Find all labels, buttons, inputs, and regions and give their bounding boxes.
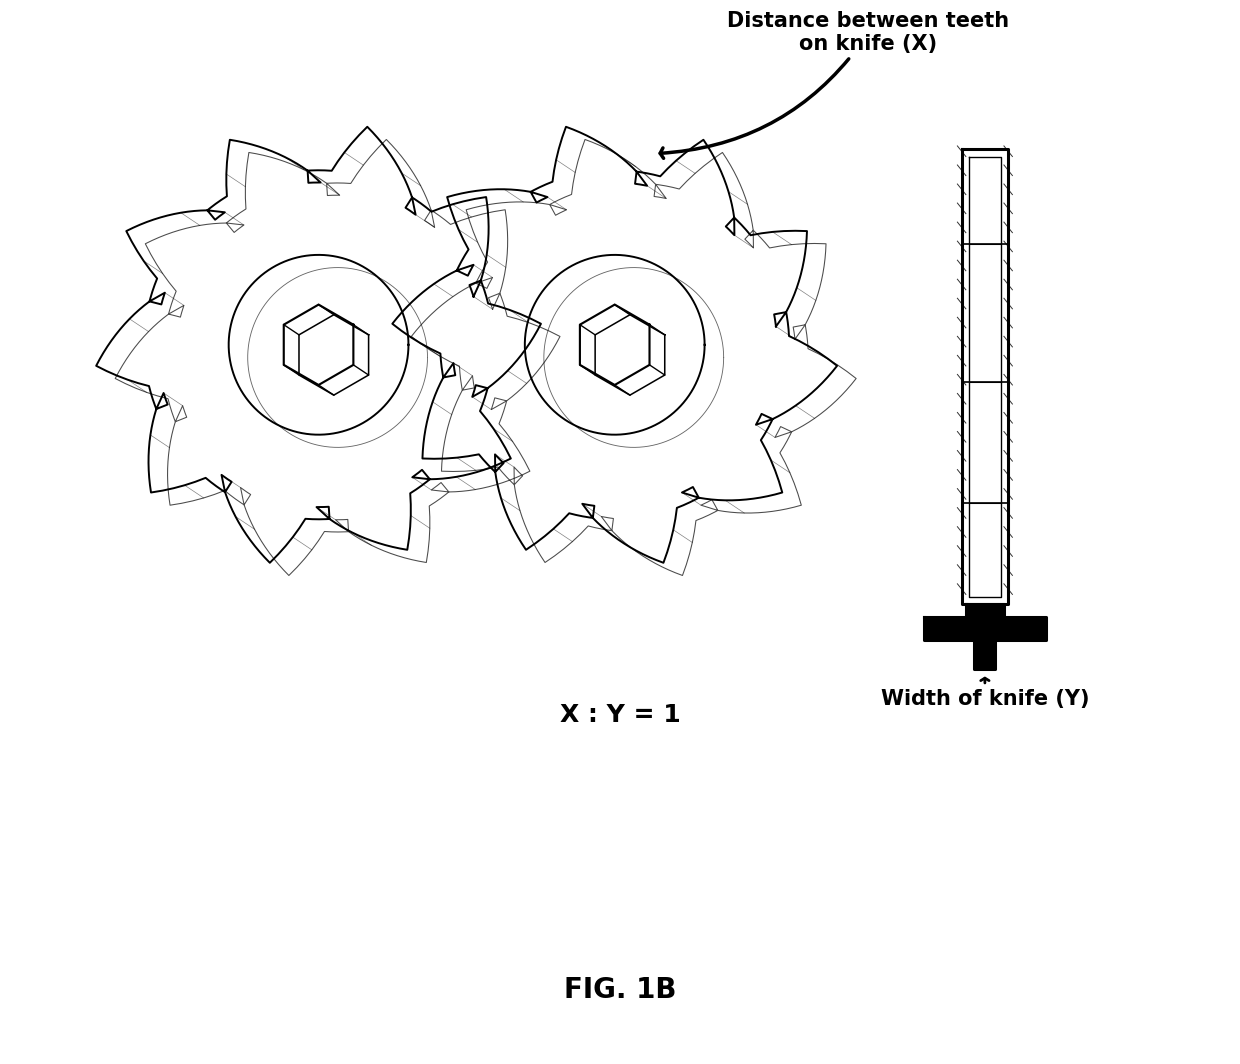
Text: Distance between teeth
on knife (X): Distance between teeth on knife (X) [660,11,1009,159]
Text: FIG. 1B: FIG. 1B [564,976,676,1004]
Text: Width of knife (Y): Width of knife (Y) [880,678,1089,709]
Text: X : Y = 1: X : Y = 1 [559,703,681,727]
Polygon shape [966,604,1004,617]
Polygon shape [975,639,996,669]
Polygon shape [924,617,1047,639]
